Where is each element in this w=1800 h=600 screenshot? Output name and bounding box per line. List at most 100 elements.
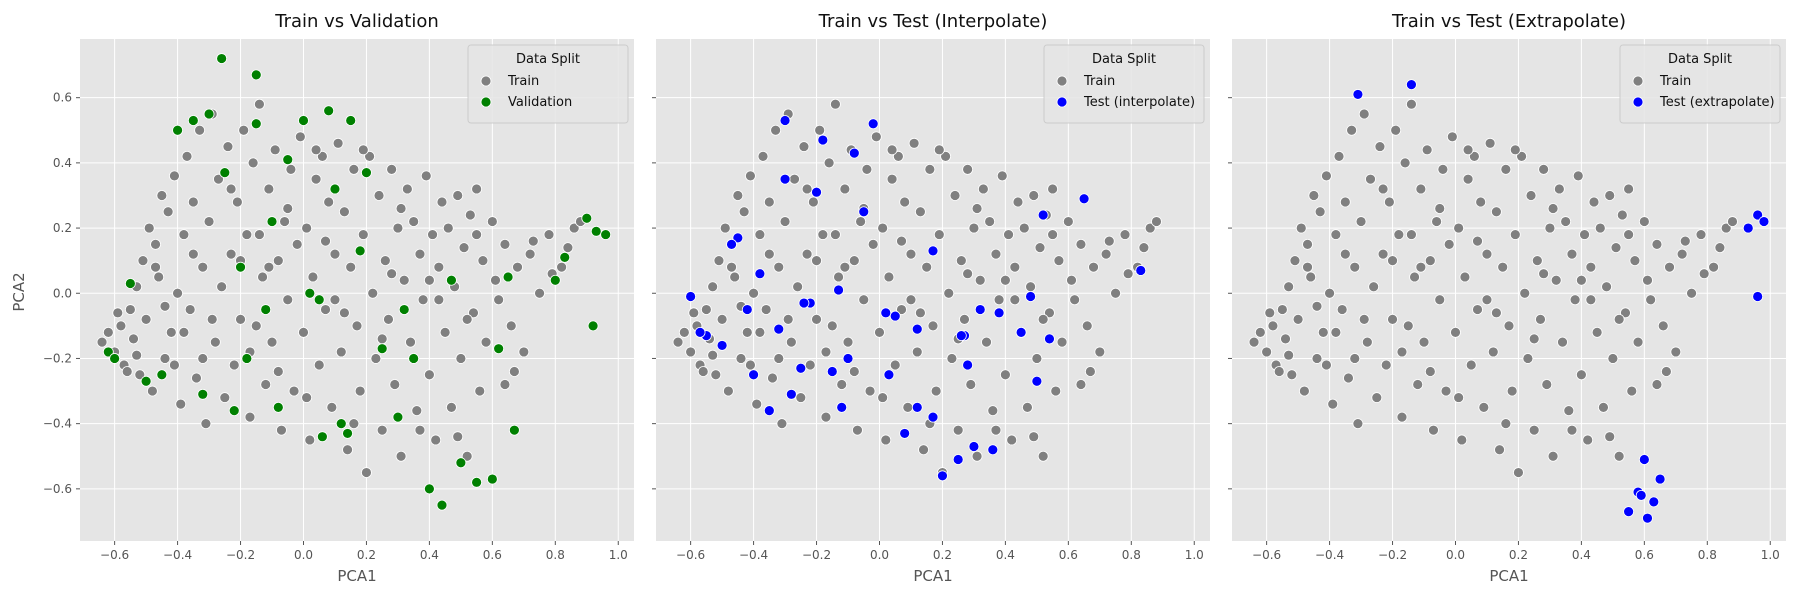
data-point	[710, 369, 722, 381]
data-point	[282, 294, 294, 306]
data-point	[351, 320, 363, 332]
x-axis-label: PCA1	[1489, 567, 1528, 585]
data-point	[1248, 336, 1260, 348]
data-point	[266, 336, 278, 348]
data-point	[858, 294, 870, 306]
data-point	[294, 131, 306, 143]
data-point	[301, 222, 313, 234]
data-point	[1415, 261, 1427, 273]
data-point	[178, 229, 190, 240]
x-tick-label: 1.0	[1761, 548, 1780, 562]
data-point	[896, 235, 907, 247]
data-point	[1500, 418, 1512, 430]
data-point	[1421, 144, 1433, 156]
x-tick-label: 0.0	[1446, 548, 1465, 562]
data-point	[209, 336, 221, 348]
x-tick-label: 0.8	[1698, 548, 1717, 562]
data-point	[952, 424, 964, 436]
data-point	[301, 392, 313, 403]
data-point	[1686, 287, 1697, 299]
data-point	[1056, 336, 1068, 348]
data-point	[977, 183, 989, 195]
x-tick-label: 0.4	[420, 548, 439, 562]
data-point	[807, 196, 819, 208]
data-point	[1412, 379, 1424, 390]
data-point	[1368, 281, 1380, 293]
data-point	[1428, 424, 1439, 436]
data-point	[1604, 431, 1616, 443]
data-point	[518, 346, 530, 358]
data-point	[848, 147, 860, 159]
data-point	[839, 261, 851, 273]
data-point	[367, 287, 379, 299]
data-point	[1557, 336, 1568, 348]
data-point	[735, 353, 747, 364]
data-point	[329, 183, 341, 195]
data-point	[1406, 79, 1417, 91]
chart-title: Train vs Test (Interpolate)	[818, 11, 1048, 32]
data-point	[187, 196, 199, 208]
data-point	[1028, 190, 1040, 201]
data-point	[373, 190, 385, 201]
y-tick-label: −0.4	[43, 417, 72, 431]
data-point	[937, 470, 948, 482]
data-point	[858, 206, 870, 218]
data-point	[949, 190, 961, 201]
data-point	[927, 245, 939, 257]
data-point	[1003, 229, 1014, 240]
data-point	[1044, 333, 1055, 345]
data-point	[924, 163, 936, 175]
data-point	[1088, 261, 1099, 273]
data-point	[458, 242, 470, 254]
legend-label: Train	[1659, 74, 1691, 89]
data-point	[348, 418, 360, 430]
data-point	[1472, 304, 1483, 315]
data-point	[480, 336, 492, 348]
data-point	[732, 190, 744, 201]
data-point	[430, 434, 442, 446]
data-point	[1698, 268, 1710, 280]
data-point	[361, 167, 372, 179]
data-point	[1727, 216, 1738, 227]
data-point	[1009, 261, 1021, 273]
data-point	[933, 144, 945, 156]
x-tick-label: −0.6	[1252, 548, 1281, 562]
data-point	[590, 225, 602, 237]
data-point	[811, 186, 822, 198]
data-point	[269, 144, 281, 156]
data-point	[323, 105, 335, 117]
data-point	[1566, 248, 1578, 260]
data-point	[1588, 196, 1600, 208]
data-point	[1642, 512, 1653, 524]
data-point	[354, 245, 366, 257]
data-point	[707, 349, 719, 361]
data-point	[1462, 144, 1474, 156]
data-point	[1626, 385, 1638, 397]
data-point	[1714, 242, 1726, 254]
data-point	[830, 98, 841, 110]
series-train	[1248, 98, 1738, 478]
legend-marker	[1056, 96, 1068, 108]
data-point	[250, 320, 262, 332]
x-tick-label: −0.2	[1378, 548, 1407, 562]
x-tick-label: −0.4	[739, 548, 768, 562]
data-point	[1396, 411, 1408, 423]
legend: Data Split Train Validation	[467, 44, 629, 124]
data-point	[493, 343, 505, 355]
data-point	[946, 353, 958, 364]
x-tick-label: 0.6	[1635, 548, 1654, 562]
data-point	[908, 137, 920, 149]
x-tick-label: 0.8	[546, 548, 565, 562]
panel-3: −0.6 −0.4 −0.2 0.0 0.2 0.4 0.6 0.8 1.0 Train vs T…	[1228, 11, 1786, 585]
data-point	[1053, 255, 1065, 267]
data-point	[392, 411, 404, 423]
data-point	[219, 167, 231, 179]
data-point	[820, 411, 832, 423]
data-point	[1582, 434, 1594, 446]
data-point	[779, 173, 791, 185]
data-point	[505, 320, 517, 332]
legend-label: Train	[1083, 74, 1115, 89]
data-point	[1513, 467, 1524, 478]
data-point	[1295, 222, 1307, 234]
data-point	[826, 320, 838, 332]
